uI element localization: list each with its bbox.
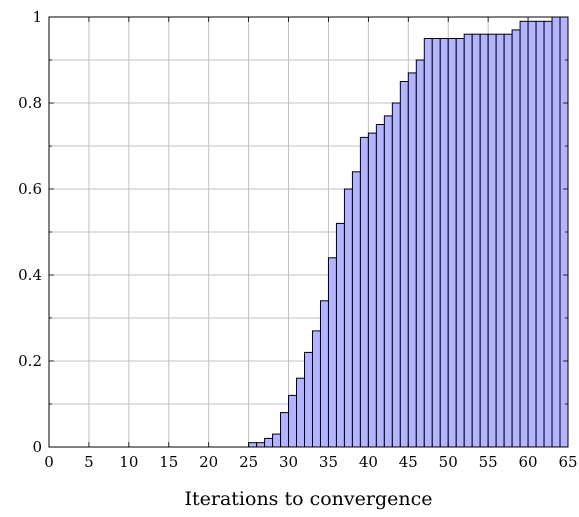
bar xyxy=(351,171,361,448)
bar xyxy=(288,394,298,448)
bar xyxy=(256,442,266,448)
x-axis-title: Iterations to convergence xyxy=(185,488,433,510)
x-tick-label: 10 xyxy=(119,453,138,471)
bar xyxy=(319,300,329,448)
bar xyxy=(535,20,545,448)
x-tick-label: 45 xyxy=(399,453,418,471)
y-tick-label: 0 xyxy=(32,438,42,456)
bar xyxy=(471,33,481,448)
x-tick-label: 5 xyxy=(84,453,94,471)
x-tick-label: 30 xyxy=(279,453,298,471)
x-tick-label: 35 xyxy=(319,453,338,471)
bar xyxy=(304,351,313,448)
y-tick-label: 0.4 xyxy=(18,266,42,284)
x-tick-label: 20 xyxy=(199,453,218,471)
bar xyxy=(296,377,306,448)
x-tick-label: 0 xyxy=(44,453,54,471)
x-tick-label: 50 xyxy=(439,453,458,471)
bar xyxy=(503,33,513,448)
bar xyxy=(479,33,489,448)
y-tick-label: 0.8 xyxy=(18,94,42,112)
bar xyxy=(367,132,377,448)
bar xyxy=(527,20,537,448)
axis-ticks xyxy=(48,16,569,448)
bar xyxy=(272,433,282,448)
x-tick-label: 65 xyxy=(558,453,577,471)
bar xyxy=(519,20,529,448)
y-tick-label: 0.2 xyxy=(18,352,42,370)
bar xyxy=(311,330,321,448)
y-tick-label: 1 xyxy=(32,8,42,26)
bar xyxy=(264,437,274,448)
bar xyxy=(543,20,553,448)
bars xyxy=(248,16,569,448)
bar xyxy=(375,124,385,448)
bar xyxy=(487,33,497,448)
bar xyxy=(415,59,425,448)
bar xyxy=(511,29,521,448)
x-tick-label: 15 xyxy=(159,453,178,471)
x-tick-label: 55 xyxy=(479,453,498,471)
y-tick-labels: 0 0.2 0.4 0.6 0.8 1 xyxy=(18,8,42,456)
bar xyxy=(399,81,409,448)
x-tick-label: 60 xyxy=(519,453,538,471)
bar xyxy=(335,222,345,448)
x-tick-labels: 0 5 10 15 20 25 30 35 40 45 50 55 60 65 xyxy=(44,453,577,471)
bar xyxy=(447,38,457,448)
bar xyxy=(280,412,290,448)
bar xyxy=(391,102,401,448)
bar xyxy=(407,72,417,448)
bar xyxy=(551,16,561,448)
bar xyxy=(423,38,433,448)
bar xyxy=(383,115,393,448)
bar xyxy=(463,33,473,448)
bar xyxy=(439,38,449,448)
bar xyxy=(431,38,441,448)
bar xyxy=(327,257,337,448)
bar xyxy=(359,136,369,448)
bar xyxy=(248,442,258,448)
x-tick-label: 40 xyxy=(359,453,378,471)
bar xyxy=(343,188,353,448)
bar xyxy=(495,33,505,448)
y-tick-label: 0.6 xyxy=(18,180,42,198)
bar xyxy=(455,38,465,448)
x-tick-label: 25 xyxy=(239,453,258,471)
